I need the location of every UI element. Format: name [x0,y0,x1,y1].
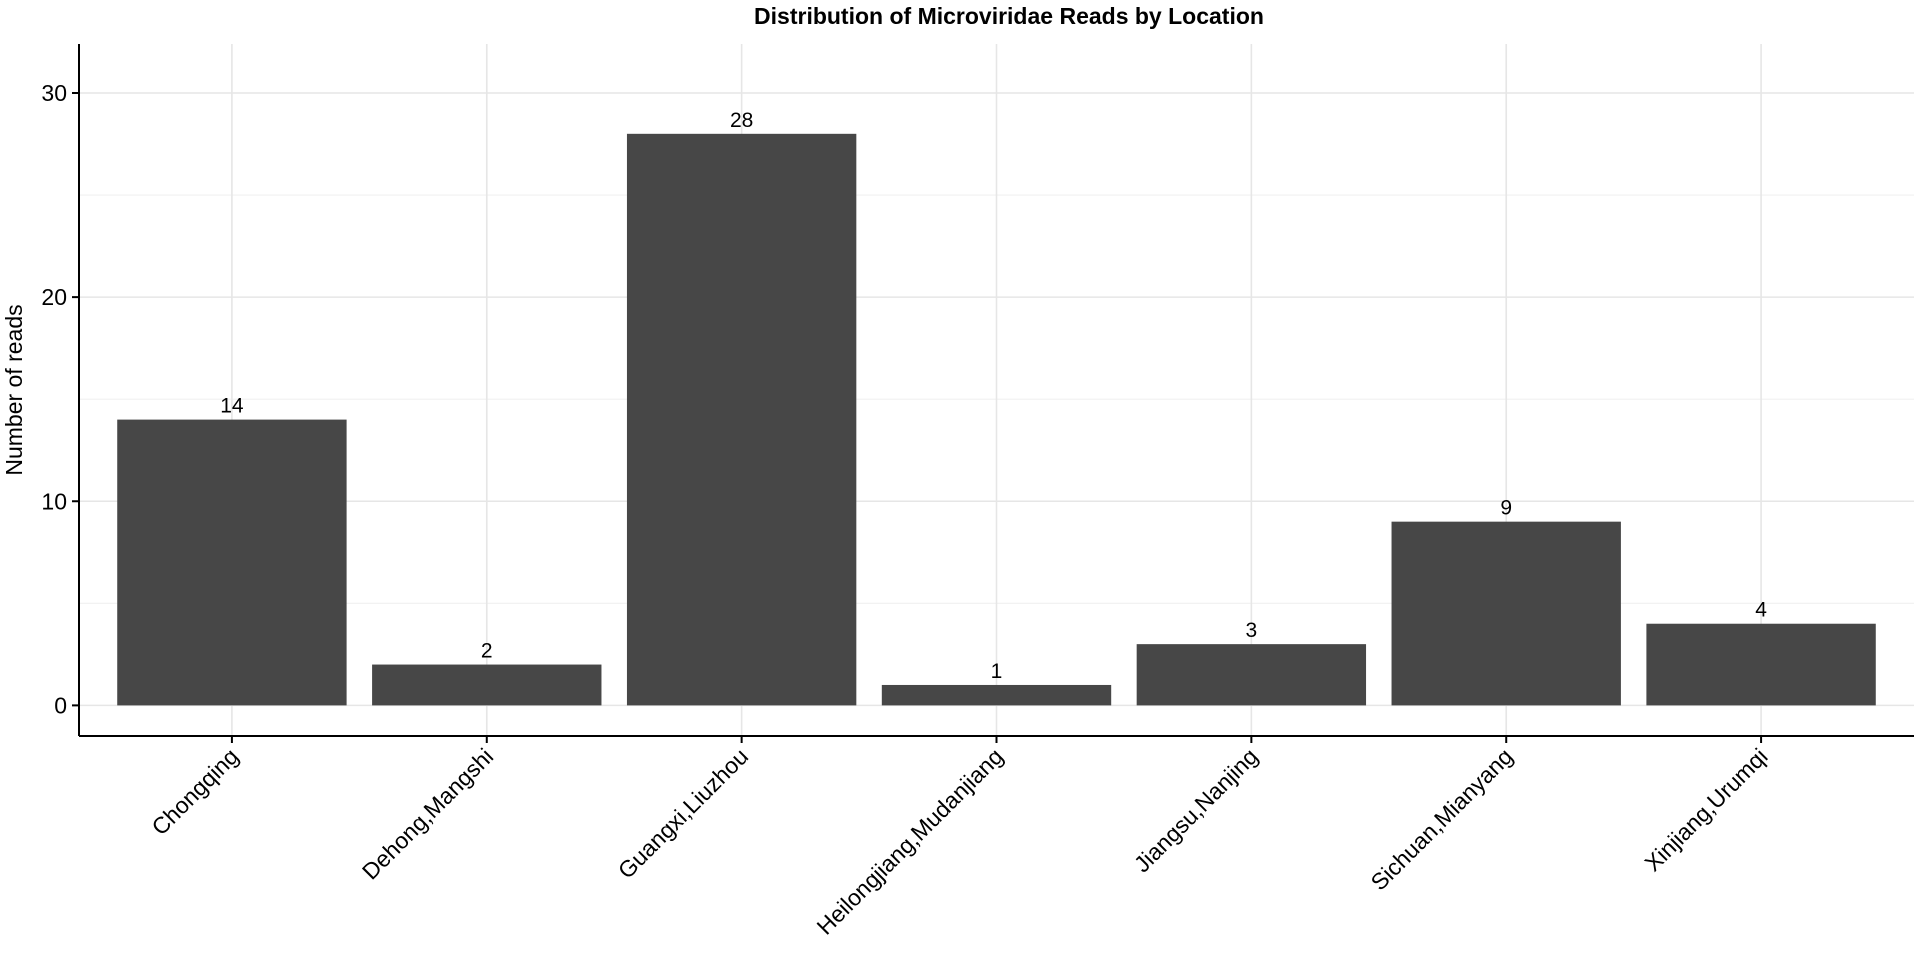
x-tick-label: Xinjiang,Urumqi [1639,743,1772,876]
data-label: 28 [730,109,753,132]
data-label: 1 [991,660,1003,683]
bar [1391,521,1621,706]
x-tick-label: Dehong,Mangshi [357,743,498,884]
bar [117,419,347,706]
bars [117,133,1876,706]
y-tick-label: 10 [41,488,67,514]
data-labels: 14 2 28 1 3 9 4 [220,109,1767,683]
grid [79,44,1914,736]
y-axis-title: Number of reads [1,304,27,475]
bar [881,684,1112,706]
y-tick-label: 0 [54,692,67,718]
x-tick-label: Sichuan,Mianyang [1366,743,1518,895]
chart-title: Distribution of Microviridae Reads by Lo… [754,3,1264,29]
x-tick-label: Heilongjiang,Mudanjiang [812,743,1009,940]
x-axis-ticks: Chongqing Dehong,Mangshi Guangxi,Liuzhou He… [146,736,1773,940]
bar [1136,644,1367,706]
data-label: 9 [1500,497,1512,520]
x-tick-label: Jiangsu,Nanjing [1129,743,1263,877]
y-tick-label: 20 [41,284,67,310]
bar [372,664,602,706]
y-axis-ticks: 0 10 20 30 [41,80,79,718]
data-label: 14 [220,395,244,418]
y-tick-label: 30 [41,80,67,106]
bar [1646,623,1876,706]
data-label: 3 [1246,619,1258,642]
data-label: 4 [1755,599,1767,622]
x-tick-label: Guangxi,Liuzhou [613,743,753,883]
bar [626,133,857,706]
data-label: 2 [481,640,493,663]
x-tick-label: Chongqing [146,743,243,840]
